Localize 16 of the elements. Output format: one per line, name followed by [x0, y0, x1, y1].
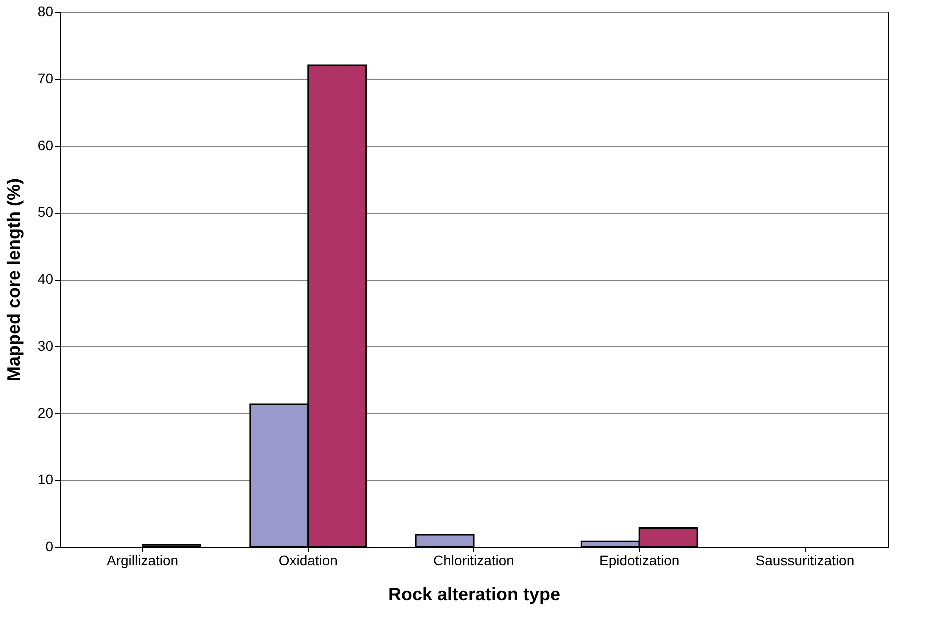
y-tick-label: 10: [38, 472, 54, 488]
y-tick-label: 20: [38, 404, 54, 421]
x-tick-label: Oxidation: [278, 552, 338, 568]
x-tick-label: Epidotization: [600, 552, 680, 568]
y-tick-label: 0: [46, 538, 54, 554]
y-tick-label: 50: [38, 204, 54, 220]
x-axis-title: Rock alteration type: [388, 584, 561, 604]
y-tick-label: 80: [38, 4, 54, 20]
y-tick-label: 60: [38, 137, 54, 154]
y-tick-label: 70: [38, 70, 54, 86]
y-tick-label: 30: [38, 338, 54, 354]
y-axis-title: Mapped core length (%): [4, 178, 24, 382]
x-tick-label: Argillization: [107, 552, 179, 568]
x-tick-label: Saussuritization: [756, 552, 855, 568]
x-tick-label: Chloritization: [434, 552, 514, 568]
y-tick-label: 40: [38, 271, 54, 287]
